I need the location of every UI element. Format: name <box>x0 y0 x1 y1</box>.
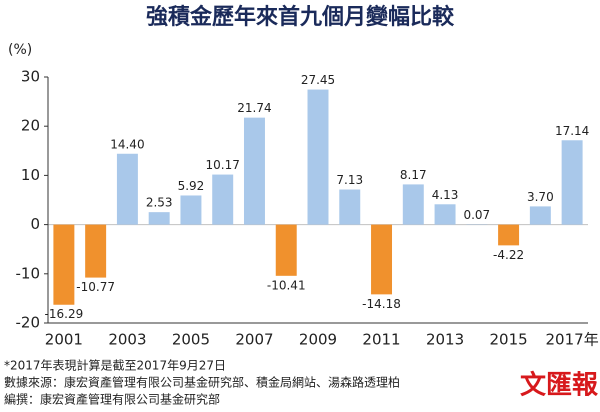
bar <box>339 189 361 225</box>
bar <box>307 89 329 225</box>
value-label: -4.22 <box>493 248 524 262</box>
y-axis-label: (%) <box>8 42 32 58</box>
footnote: 編撰：康宏資產管理有限公司基金研究部 <box>4 392 220 407</box>
value-label: -14.18 <box>362 297 401 311</box>
bar <box>371 224 393 295</box>
bar <box>243 117 265 225</box>
x-tick-label: 2011 <box>362 331 400 349</box>
y-tick-label: 10 <box>21 166 40 184</box>
bar <box>402 184 424 225</box>
x-tick-label: 2005 <box>172 331 210 349</box>
bar <box>498 224 520 246</box>
chart-title: 強積金歷年來首九個月變幅比較 <box>146 4 455 30</box>
value-label: -10.41 <box>267 278 306 292</box>
bar <box>180 195 202 225</box>
x-tick-label: 2009 <box>299 331 337 349</box>
value-label: 17.14 <box>555 124 589 138</box>
y-tick-label: 20 <box>21 117 40 135</box>
value-label: 5.92 <box>178 179 205 193</box>
bar <box>434 204 456 225</box>
value-label: 21.74 <box>237 101 271 115</box>
footnote: 數據來源：康宏資產管理有限公司基金研究部、積金局網站、湯森路透理柏 <box>4 375 400 390</box>
y-tick-label: -10 <box>16 264 41 282</box>
y-tick-label: 30 <box>21 68 40 86</box>
value-label: 3.70 <box>527 190 554 204</box>
value-label: 10.17 <box>206 158 240 172</box>
x-tick-label: 2001 <box>45 331 83 349</box>
value-label: 0.07 <box>463 208 490 222</box>
x-tick-label: 2003 <box>108 331 146 349</box>
bar <box>116 153 138 225</box>
x-tick-label: 2015 <box>489 331 527 349</box>
bar <box>561 140 583 225</box>
bar <box>85 224 107 278</box>
footnote: *2017年表現計算是截至2017年9月27日 <box>4 358 226 373</box>
value-label: 2.53 <box>146 196 173 210</box>
bar <box>212 174 234 225</box>
value-label: 14.40 <box>110 137 144 151</box>
value-label: -10.77 <box>76 280 115 294</box>
bar <box>529 206 551 225</box>
x-tick-label: 2017年 <box>546 331 599 349</box>
value-label: 8.17 <box>400 168 427 182</box>
bar <box>148 212 170 225</box>
value-label: 27.45 <box>301 73 335 87</box>
logo: 文匯報 <box>520 370 599 401</box>
y-tick-label: -20 <box>16 314 41 332</box>
value-label: 4.13 <box>432 188 459 202</box>
value-label: -16.29 <box>45 307 84 321</box>
bar <box>53 224 75 305</box>
x-tick-label: 2013 <box>426 331 464 349</box>
bar <box>275 224 297 276</box>
x-tick-label: 2007 <box>235 331 273 349</box>
y-tick-label: 0 <box>30 215 40 233</box>
value-label: 7.13 <box>336 173 363 187</box>
